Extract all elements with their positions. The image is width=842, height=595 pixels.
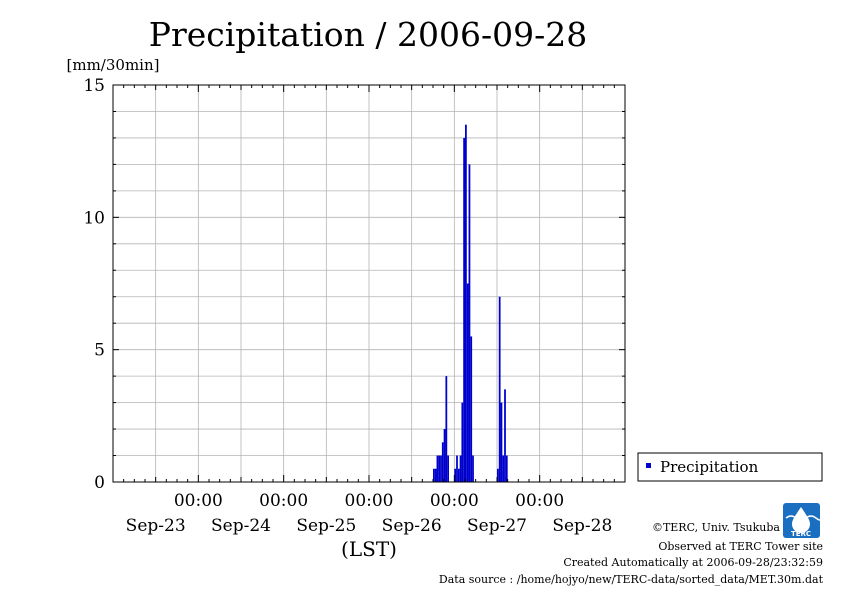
precipitation-bar bbox=[502, 455, 505, 482]
y-tick-label: 15 bbox=[83, 76, 105, 96]
precipitation-bar bbox=[461, 402, 464, 482]
x-tick-date-label: Sep-28 bbox=[552, 516, 612, 536]
x-tick-date-label: Sep-27 bbox=[467, 516, 527, 536]
precipitation-bar bbox=[454, 468, 457, 482]
precipitation-bar bbox=[465, 124, 467, 482]
terc-logo-text: TERC bbox=[791, 530, 811, 538]
y-axis: 0 5 10 15 bbox=[83, 76, 625, 493]
grid bbox=[113, 85, 625, 482]
x-tick-date-label: Sep-26 bbox=[382, 516, 442, 536]
legend-swatch bbox=[646, 463, 651, 468]
footer-observed: Observed at TERC Tower site bbox=[658, 540, 823, 553]
wave-icon bbox=[785, 515, 823, 521]
precipitation-bar bbox=[470, 336, 473, 482]
precipitation-bar bbox=[457, 468, 460, 482]
x-axis: 00:00 00:00 00:00 00:00 00:00 Sep-23 Sep-24 Sep… bbox=[112, 85, 626, 536]
x-tick-date-label: Sep-25 bbox=[296, 516, 356, 536]
x-axis-label: (LST) bbox=[341, 537, 397, 561]
precipitation-bar bbox=[436, 455, 439, 482]
precipitation-bar bbox=[504, 389, 506, 482]
x-tick-time-label: 00:00 bbox=[430, 491, 479, 511]
precipitation-bar bbox=[438, 455, 441, 482]
x-tick-time-label: 00:00 bbox=[515, 491, 564, 511]
bar-series bbox=[433, 124, 508, 482]
precipitation-bar bbox=[440, 455, 442, 482]
precipitation-bar bbox=[497, 468, 499, 482]
legend-box bbox=[637, 452, 823, 482]
y-tick-label: 10 bbox=[83, 208, 105, 228]
x-tick-date-label: Sep-23 bbox=[126, 516, 186, 536]
footer-copyright: ©TERC, Univ. Tsukuba bbox=[652, 521, 780, 534]
x-tick-time-label: 00:00 bbox=[174, 491, 223, 511]
precipitation-bar bbox=[443, 429, 446, 482]
precipitation-bar bbox=[468, 164, 471, 482]
precipitation-bar bbox=[500, 402, 503, 482]
legend-label: Precipitation bbox=[660, 458, 759, 476]
terc-logo: TERC bbox=[783, 503, 823, 538]
precipitation-bar bbox=[441, 442, 444, 482]
y-tick-label: 5 bbox=[94, 341, 105, 361]
precipitation-bar bbox=[498, 296, 501, 482]
footer-data-source: Data source : /home/hojyo/new/TERC-data/… bbox=[439, 573, 824, 586]
x-tick-time-label: 00:00 bbox=[259, 491, 308, 511]
y-axis-label: [mm/30min] bbox=[67, 56, 160, 74]
precipitation-bar bbox=[456, 455, 458, 482]
chart-title: Precipitation / 2006-09-28 bbox=[149, 15, 587, 54]
x-tick-time-label: 00:00 bbox=[345, 491, 394, 511]
precipitation-bar bbox=[445, 376, 448, 482]
precipitation-bar bbox=[505, 455, 508, 482]
x-tick-date-label: Sep-24 bbox=[211, 516, 271, 536]
precipitation-bar bbox=[466, 283, 469, 482]
precipitation-bar bbox=[472, 455, 474, 482]
precipitation-bar bbox=[433, 468, 435, 482]
legend: Precipitation bbox=[637, 452, 823, 482]
precipitation-bar bbox=[434, 468, 437, 482]
footer-created: Created Automatically at 2006-09-28/23:3… bbox=[563, 556, 823, 569]
precipitation-bar bbox=[463, 137, 465, 482]
precipitation-bar bbox=[447, 455, 449, 482]
y-tick-label: 0 bbox=[94, 473, 105, 493]
precipitation-bar bbox=[459, 455, 462, 482]
